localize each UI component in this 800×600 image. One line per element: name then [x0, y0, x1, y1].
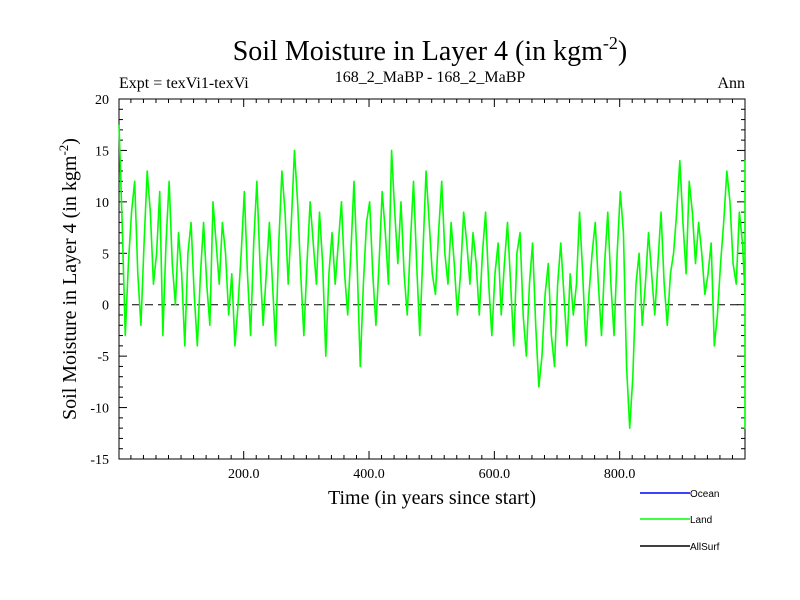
y-tick-label: -5 — [97, 350, 109, 365]
y-axis-label-superscript: -2 — [56, 145, 71, 156]
subtitle-left: Expt = texVi1-texVi — [119, 75, 249, 92]
legend-label-allsurf: AllSurf — [690, 542, 720, 553]
chart-title-end: ) — [618, 36, 627, 67]
y-tick-label: 5 — [102, 247, 109, 262]
y-tick-labels: -15 -10 -5 0 5 10 15 20 — [90, 93, 109, 468]
x-tick-label: 600.0 — [479, 467, 511, 482]
series-line-land — [118, 124, 746, 429]
y-tick-label: 10 — [95, 196, 109, 211]
y-tick-label: 15 — [95, 144, 109, 159]
y-axis-label: Soil Moisture in Layer 4 (in kgm-2) — [56, 138, 81, 420]
x-axis-label: Time (in years since start) — [328, 487, 536, 509]
chart-title: Soil Moisture in Layer 4 (in kgm-2) — [233, 33, 628, 67]
x-tick-labels: 200.0 400.0 600.0 800.0 — [228, 467, 635, 482]
y-tick-label: 0 — [102, 299, 109, 314]
y-tick-label: 20 — [95, 93, 109, 108]
y-tick-label: -15 — [90, 453, 109, 468]
x-tick-label: 200.0 — [228, 467, 260, 482]
y-tick-label: -10 — [90, 402, 109, 417]
chart-title-main: Soil Moisture in Layer 4 (in kgm — [233, 36, 603, 67]
y-axis-label-main: Soil Moisture in Layer 4 (in kgm — [59, 155, 81, 420]
axis-ticks — [119, 98, 746, 460]
plot-frame — [118, 98, 746, 460]
subtitle-right: Ann — [717, 75, 745, 92]
legend-label-ocean: Ocean — [690, 489, 719, 500]
subtitle-center: 168_2_MaBP - 168_2_MaBP — [335, 69, 526, 86]
series-group — [118, 124, 746, 429]
y-axis-label-end: ) — [59, 138, 81, 145]
x-tick-label: 800.0 — [604, 467, 636, 482]
x-tick-label: 400.0 — [353, 467, 385, 482]
chart-title-superscript: -2 — [603, 33, 618, 53]
legend-label-land: Land — [690, 515, 712, 526]
legend: Ocean Land AllSurf — [640, 489, 720, 553]
